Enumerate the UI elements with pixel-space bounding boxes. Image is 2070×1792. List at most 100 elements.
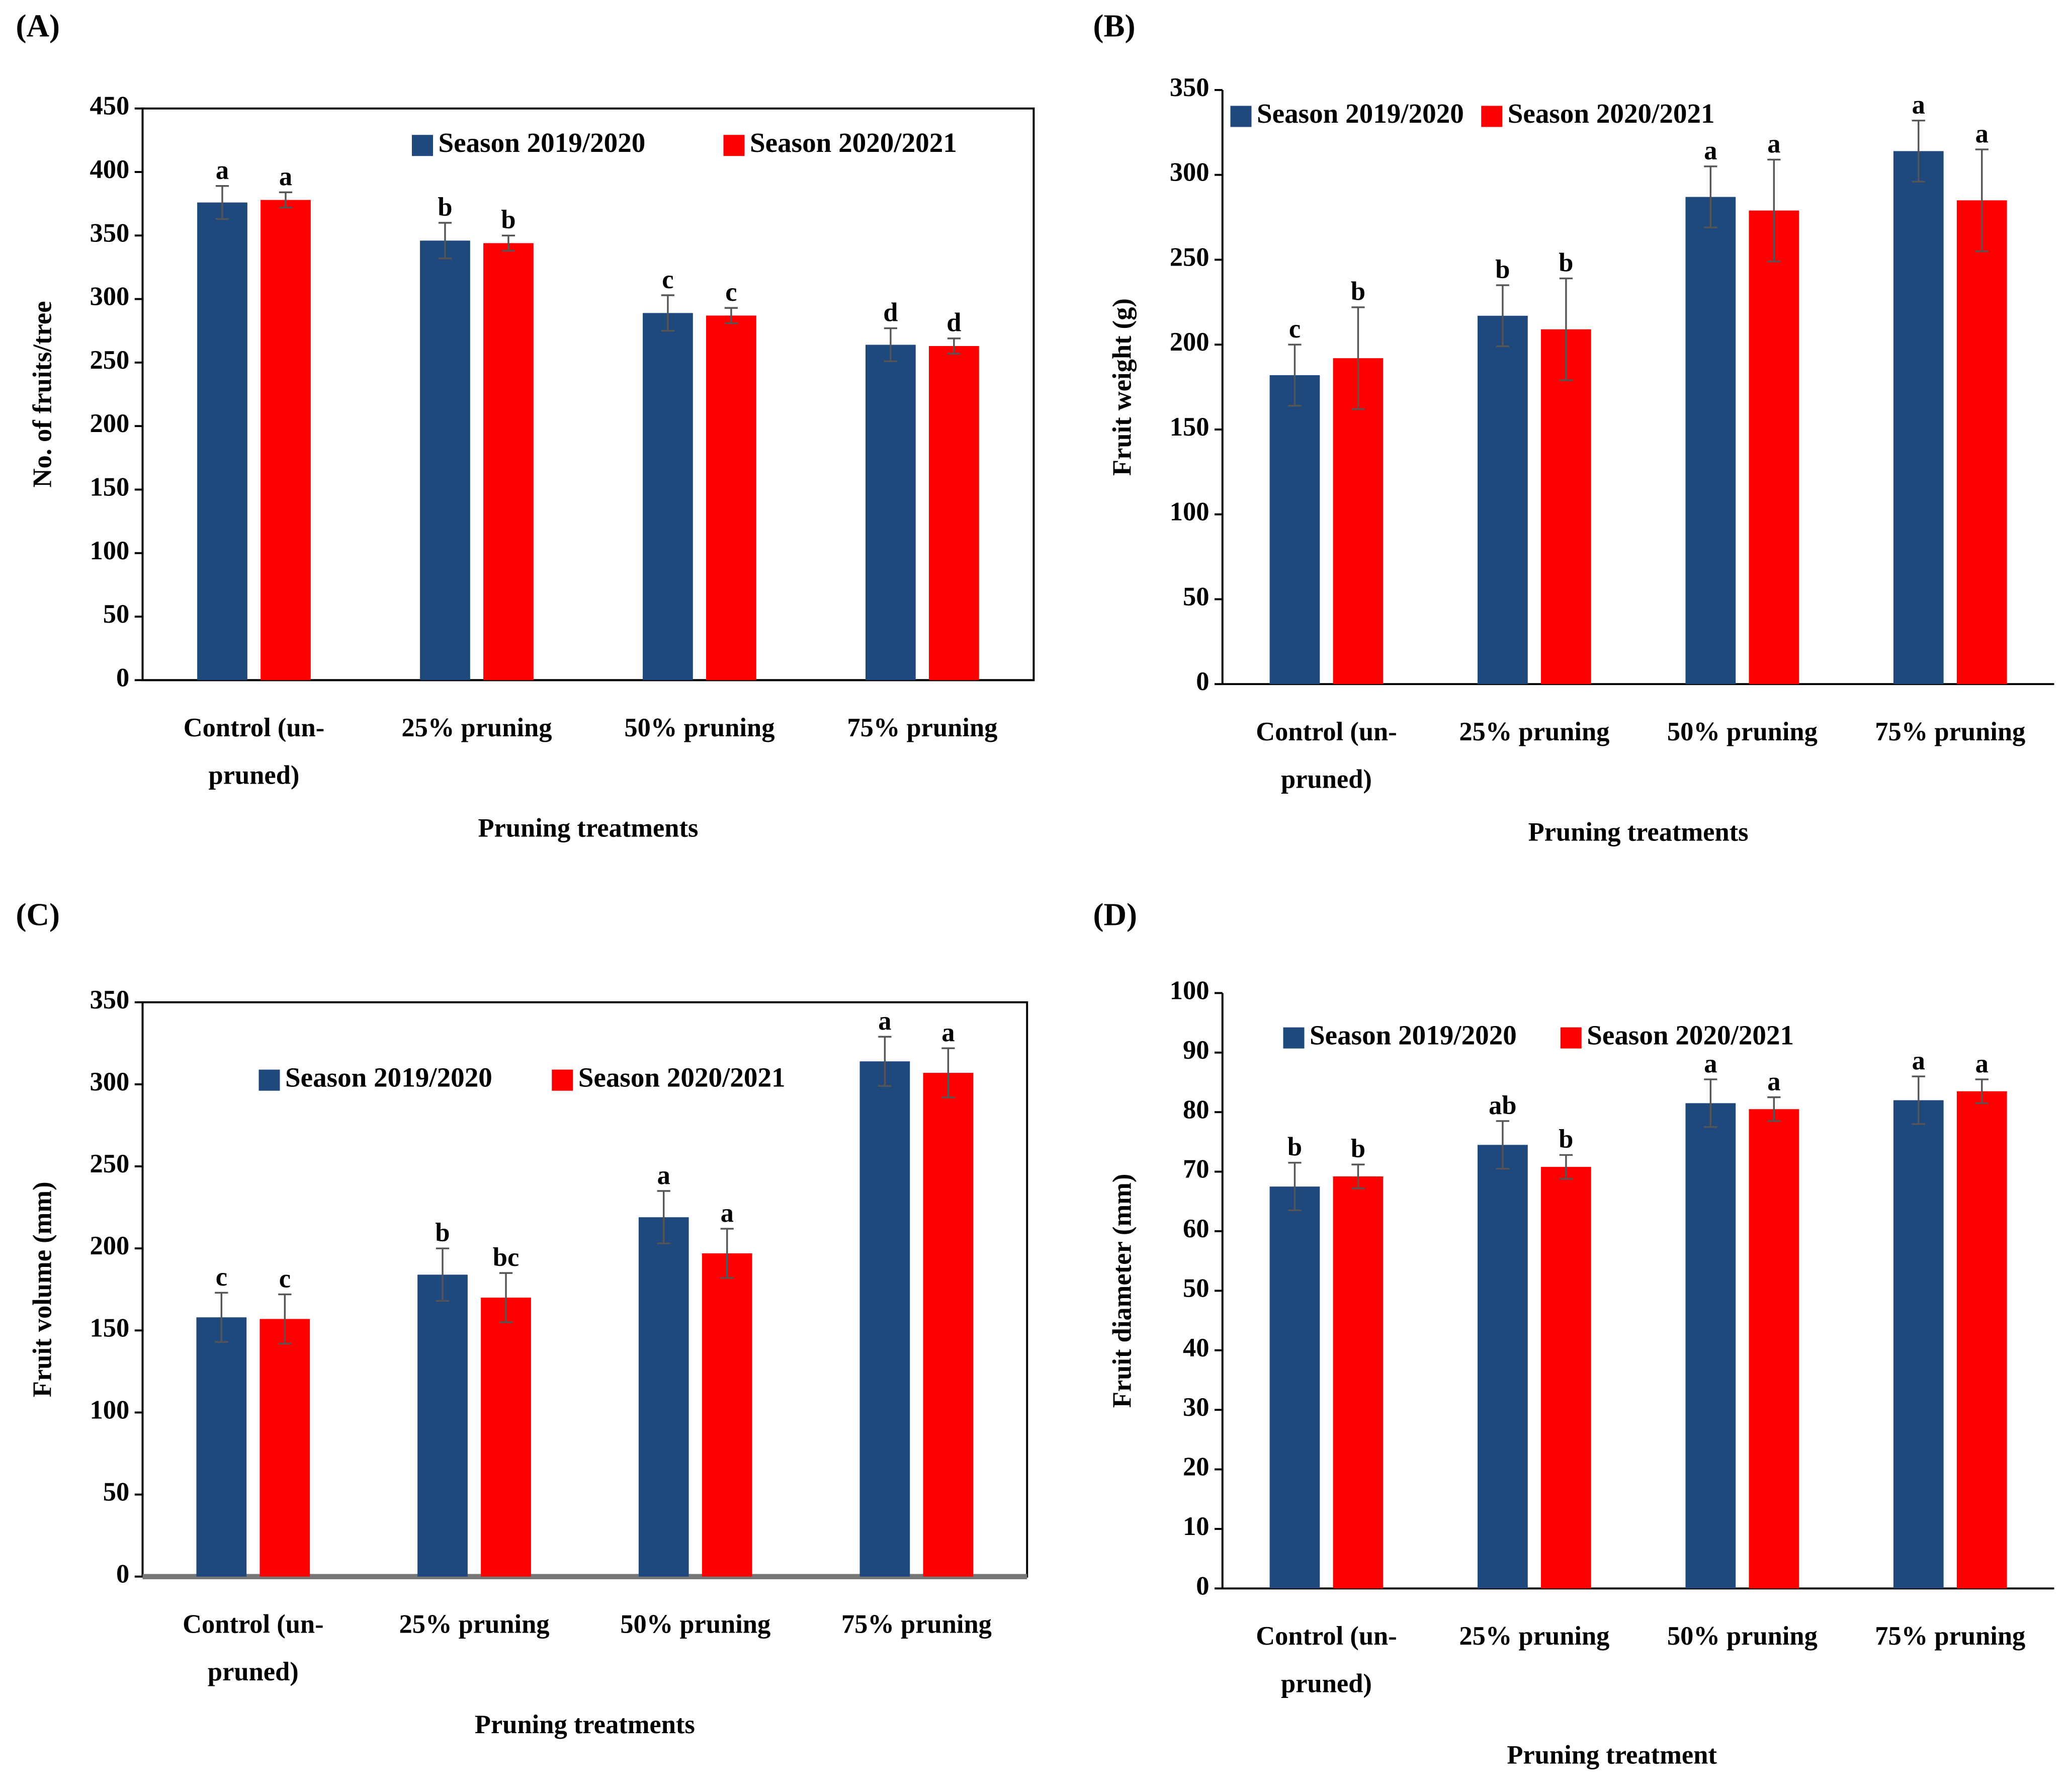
bar — [1269, 1186, 1320, 1589]
error-bar — [878, 1036, 892, 1087]
error-bar — [661, 294, 675, 332]
x-tick-label: 50% pruning — [1667, 717, 1818, 746]
bar — [923, 1073, 974, 1577]
y-tick-label: 150 — [90, 1313, 130, 1342]
error-bar — [215, 1292, 228, 1343]
significance-letter: a — [1767, 1067, 1780, 1096]
significance-letter: c — [662, 265, 673, 294]
significance-letter: b — [1559, 1125, 1573, 1154]
significance-letter: b — [435, 1218, 450, 1247]
bar — [420, 240, 470, 680]
error-bar — [1288, 344, 1302, 407]
bar — [261, 200, 311, 680]
significance-letter: b — [501, 205, 515, 234]
y-tick-label: 200 — [1170, 327, 1210, 357]
error-bar — [438, 222, 452, 260]
bar — [1893, 1100, 1944, 1589]
bar — [1749, 1109, 1799, 1589]
significance-letter: b — [1287, 1133, 1302, 1162]
y-tick-label: 50 — [1183, 582, 1210, 611]
y-tick-label: 40 — [1183, 1333, 1210, 1362]
significance-letter: c — [216, 1262, 227, 1292]
y-tick-label: 80 — [1183, 1095, 1210, 1124]
bar — [706, 315, 756, 680]
legend-swatch — [258, 1069, 280, 1091]
significance-letter: a — [1704, 136, 1717, 165]
y-tick-label: 300 — [90, 1067, 130, 1096]
bar — [1269, 375, 1320, 685]
y-axis-title: No. of fruits/tree — [28, 301, 57, 488]
bar — [1333, 358, 1384, 685]
bar — [197, 202, 247, 680]
bar — [1333, 1176, 1384, 1589]
y-tick-label: 350 — [90, 985, 130, 1014]
y-tick-label: 400 — [90, 155, 130, 184]
y-tick-label: 100 — [90, 536, 130, 565]
y-tick-label: 300 — [1170, 158, 1210, 187]
significance-letter: c — [725, 278, 737, 307]
y-tick-label: 70 — [1183, 1155, 1210, 1184]
error-bar — [1496, 1120, 1510, 1170]
legend-label: Season 2019/2020 — [285, 1062, 492, 1092]
x-tick-label: 50% pruning — [620, 1609, 770, 1639]
significance-letter: a — [878, 1006, 891, 1036]
legend-label: Season 2020/2021 — [1587, 1019, 1794, 1050]
legend-swatch — [1560, 1027, 1582, 1049]
x-tick-label: 75% pruning — [1875, 717, 2025, 746]
bar — [1956, 1091, 2007, 1589]
y-tick-label: 0 — [116, 663, 129, 692]
y-tick-label: 60 — [1183, 1214, 1210, 1243]
x-tick-label: Control (un-pruned) — [1256, 717, 1397, 794]
bar — [1685, 197, 1736, 685]
bar — [1541, 329, 1591, 685]
y-tick-label: 50 — [103, 1478, 130, 1507]
y-tick-label: 250 — [1170, 242, 1210, 272]
legend-label: Season 2019/2020 — [439, 127, 646, 158]
x-tick-label: 75% pruning — [1875, 1622, 2025, 1651]
bar — [1956, 200, 2007, 685]
legend-label: Season 2020/2021 — [750, 127, 957, 158]
y-tick-label: 20 — [1183, 1453, 1210, 1482]
x-tick-label: 75% pruning — [841, 1609, 992, 1639]
legend-swatch — [552, 1069, 573, 1091]
bar — [866, 345, 916, 680]
legend-label: Season 2020/2021 — [1508, 98, 1715, 129]
significance-letter: a — [1704, 1049, 1717, 1078]
y-axis-title: Fruit weight (g) — [1108, 298, 1137, 476]
significance-letter: c — [279, 1264, 291, 1293]
y-tick-label: 50 — [1183, 1273, 1210, 1303]
bar — [1749, 210, 1799, 685]
panel-label: (C) — [16, 897, 60, 932]
bar — [1478, 1145, 1528, 1589]
panel-label: (B) — [1093, 9, 1136, 44]
significance-letter: a — [1767, 129, 1780, 158]
legend-label: Season 2020/2021 — [578, 1062, 786, 1092]
panel-label: (A) — [16, 9, 60, 44]
error-bar — [1351, 1163, 1365, 1189]
legend-swatch — [1481, 106, 1503, 127]
error-bar — [657, 1190, 670, 1245]
significance-letter: bc — [493, 1243, 520, 1272]
x-tick-label: Control (un-pruned) — [1256, 1622, 1397, 1698]
significance-letter: a — [216, 156, 229, 185]
significance-letter: d — [883, 298, 898, 327]
error-bar — [724, 307, 738, 324]
error-bar — [1767, 158, 1781, 263]
significance-letter: a — [1975, 119, 1989, 148]
y-tick-label: 250 — [90, 346, 130, 375]
error-bar — [278, 1293, 292, 1345]
error-bar — [884, 327, 898, 363]
significance-letter: a — [1912, 1046, 1925, 1075]
error-bar — [1559, 277, 1573, 381]
y-tick-label: 50 — [103, 600, 130, 629]
y-tick-label: 200 — [90, 1231, 130, 1260]
error-bar — [1912, 1075, 1925, 1125]
y-tick-label: 100 — [1170, 976, 1210, 1005]
error-bar — [1704, 165, 1717, 229]
x-axis-title: Pruning treatments — [1528, 817, 1749, 846]
x-tick-label: 25% pruning — [1459, 1622, 1609, 1651]
y-tick-label: 150 — [90, 472, 130, 501]
x-axis-title: Pruning treatments — [475, 1710, 695, 1739]
error-bar — [436, 1247, 450, 1302]
